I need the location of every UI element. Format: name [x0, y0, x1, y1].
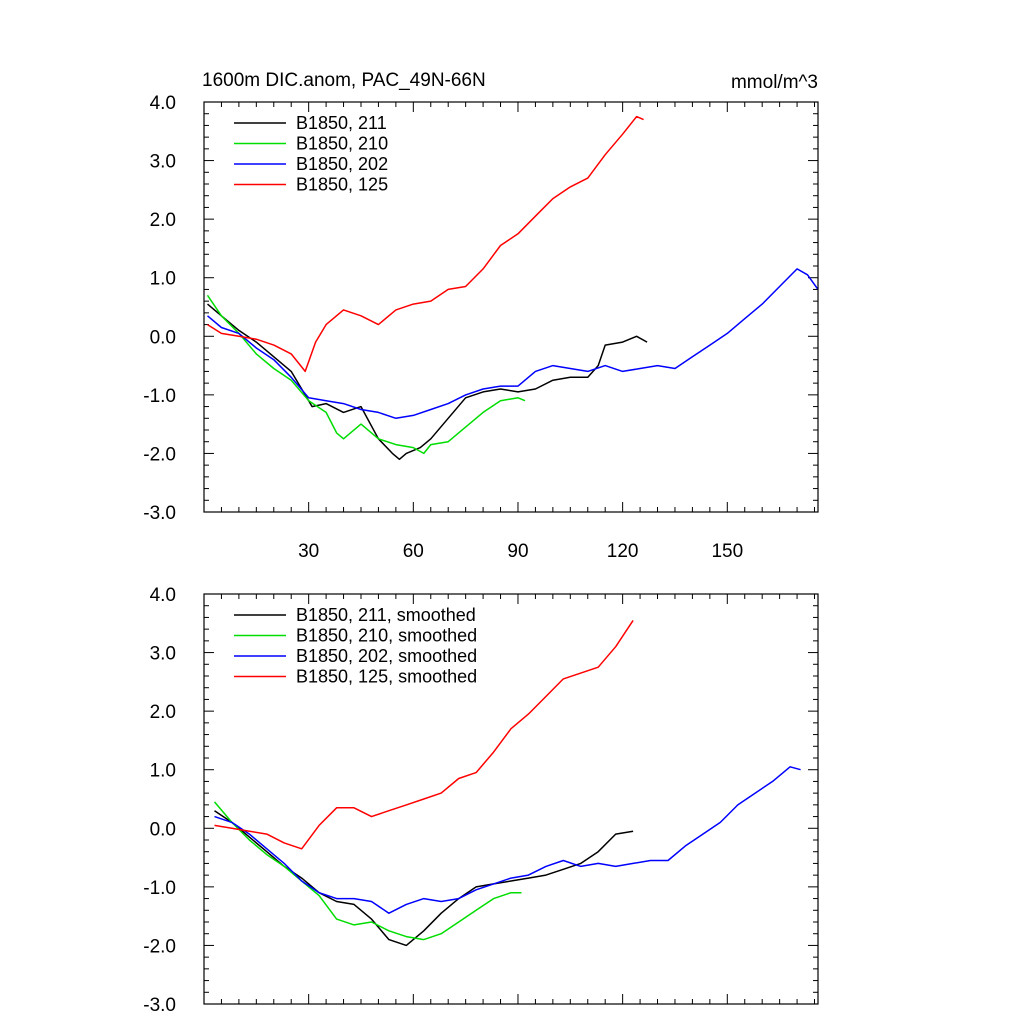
x-tick-label: 90	[507, 541, 528, 562]
top-chart-panel: 1600m DIC.anom, PAC_49N-66N mmol/m^3 -3.…	[143, 70, 819, 562]
top-chart-axes: -3.0 -2.0 -1.0 0.0 1.0 2.0 3.0 4.0 30 60 90 120 150	[143, 93, 818, 562]
y-tick-label: 1.0	[150, 269, 176, 290]
y-tick-label: -3.0	[143, 995, 176, 1016]
top-chart-series	[206, 115, 819, 461]
top-plot-frame	[203, 101, 819, 513]
y-tick-label: 2.0	[150, 210, 176, 231]
series-line-0	[207, 303, 648, 461]
series-line-1	[206, 294, 526, 455]
y-tick-label: 3.0	[150, 152, 176, 173]
y-tick-label: -1.0	[143, 386, 176, 407]
series-line-1	[213, 801, 522, 941]
y-tick-label: 0.0	[150, 327, 176, 348]
y-tick-label: 4.0	[150, 585, 176, 606]
y-tick-label: 1.0	[150, 761, 176, 782]
series-line-3	[214, 619, 634, 850]
y-tick-label: 4.0	[150, 93, 176, 114]
legend-entry: B1850, 210, smoothed	[296, 626, 477, 646]
bottom-plot-frame	[203, 593, 819, 1005]
legend-entry: B1850, 125	[296, 175, 388, 195]
legend-entry: B1850, 211, smoothed	[296, 605, 476, 625]
series-line-3	[207, 115, 644, 373]
y-tick-label: 0.0	[150, 819, 176, 840]
y-tick-label: -3.0	[143, 503, 176, 524]
x-tick-label: 60	[403, 541, 424, 562]
bottom-chart-axes: -3.0 -2.0 -1.0 0.0 1.0 2.0 3.0 4.0	[143, 585, 818, 1016]
y-tick-label: -2.0	[143, 444, 176, 465]
series-line-2	[207, 268, 819, 420]
bottom-chart-panel: -3.0 -2.0 -1.0 0.0 1.0 2.0 3.0 4.0 B1850, 211, …	[143, 585, 819, 1016]
legend-entry: B1850, 202, smoothed	[296, 646, 477, 666]
x-tick-label: 150	[711, 541, 743, 562]
y-tick-label: 2.0	[150, 702, 176, 723]
legend-entry: B1850, 211	[296, 113, 387, 133]
units-label: mmol/m^3	[731, 72, 818, 93]
legend-entry: B1850, 210	[296, 134, 388, 154]
x-tick-label: 120	[607, 541, 639, 562]
y-tick-label: -2.0	[143, 936, 176, 957]
chart-title: 1600m DIC.anom, PAC_49N-66N	[202, 70, 486, 91]
legend-entry: B1850, 202	[296, 154, 388, 174]
y-tick-label: 3.0	[150, 644, 176, 665]
bottom-chart-series	[213, 619, 801, 947]
x-tick-label: 30	[298, 541, 319, 562]
series-line-2	[214, 766, 801, 914]
y-tick-label: -1.0	[143, 878, 176, 899]
legend-entry: B1850, 125, smoothed	[296, 667, 477, 687]
